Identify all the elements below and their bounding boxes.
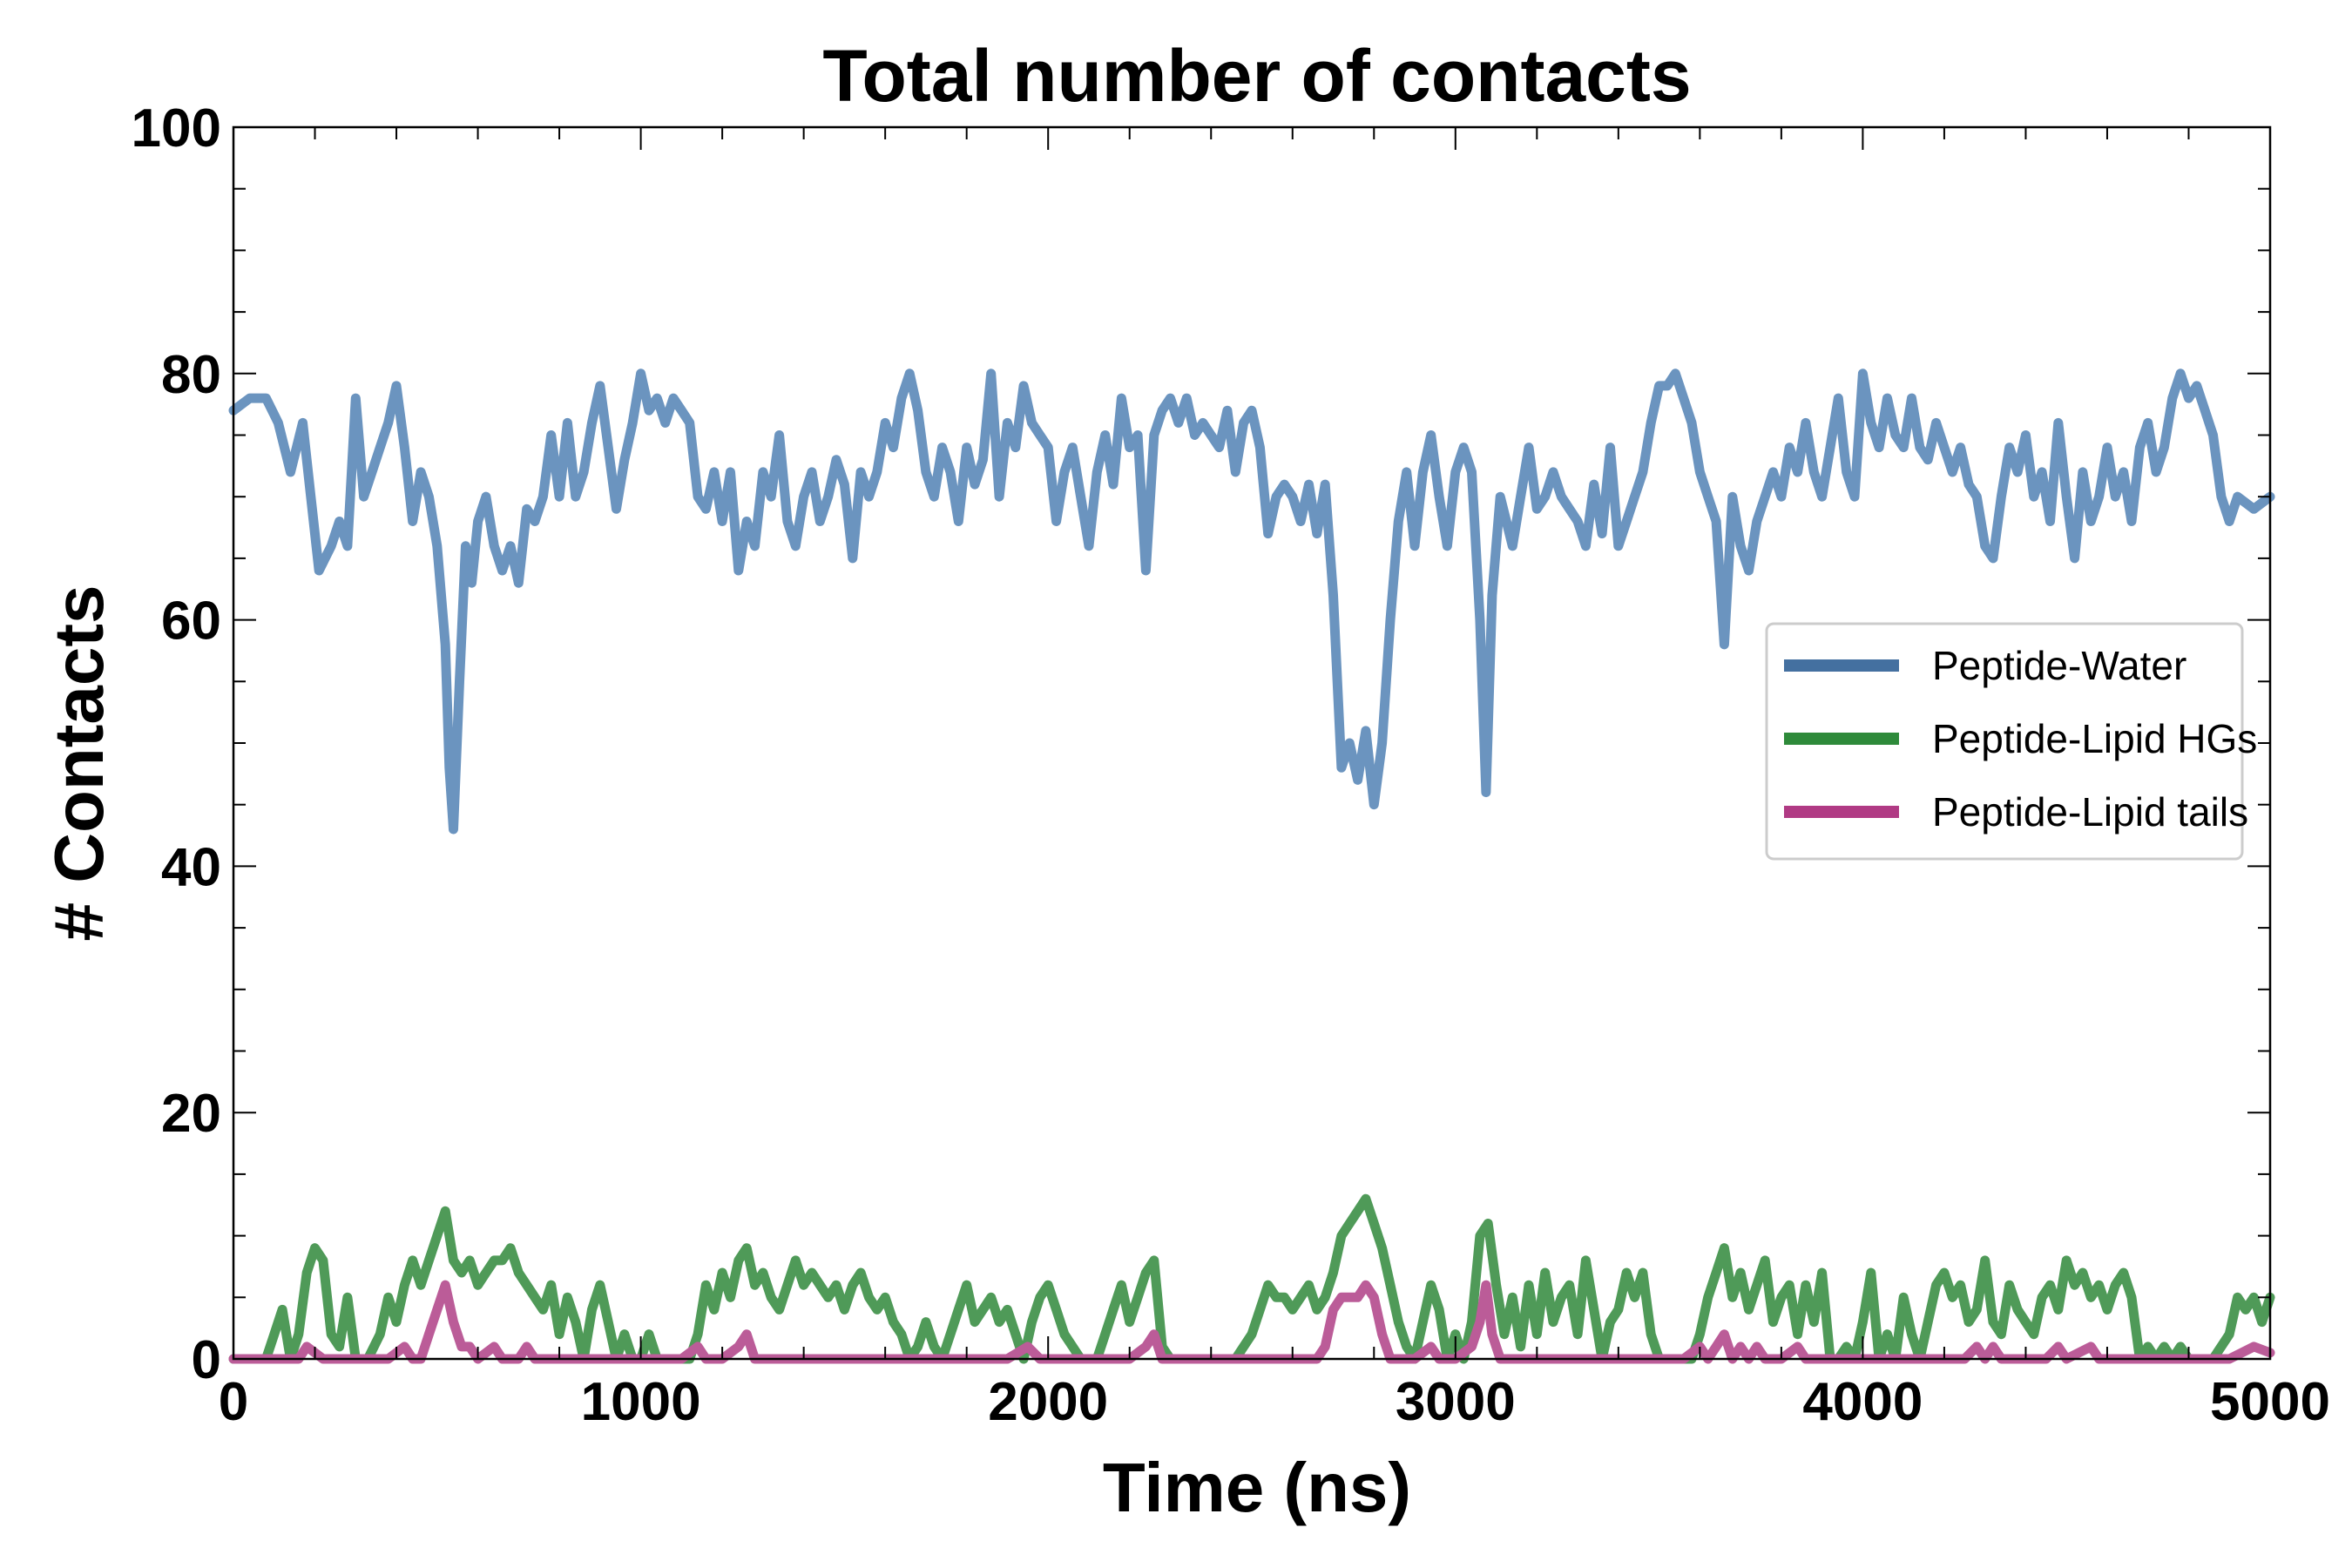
y-tick-label: 0 <box>192 1330 221 1390</box>
plot-area <box>228 368 2275 1364</box>
series-line-peptide-lipid-hgs <box>228 1193 2275 1364</box>
y-tick-label: 40 <box>161 837 221 897</box>
x-tick-label: 3000 <box>1396 1372 1516 1432</box>
x-tick-label: 2000 <box>988 1372 1108 1432</box>
y-tick-label: 100 <box>132 98 221 159</box>
x-tick-label: 5000 <box>2210 1372 2330 1432</box>
legend-label: Peptide-Water <box>1932 643 2186 688</box>
y-tick-label: 20 <box>161 1084 221 1144</box>
x-axis-label: Time (ns) <box>1103 1449 1411 1526</box>
legend-label: Peptide-Lipid HGs <box>1932 716 2257 761</box>
y-tick-label: 80 <box>161 345 221 405</box>
y-tick-label: 60 <box>161 591 221 652</box>
legend: Peptide-Water Peptide-Lipid HGs Peptide-Li… <box>1765 622 2257 861</box>
legend-label: Peptide-Lipid tails <box>1932 789 2248 835</box>
x-tick-label: 0 <box>219 1372 248 1432</box>
x-tick-label: 1000 <box>581 1372 701 1432</box>
y-axis-label: # Contacts <box>40 585 118 942</box>
x-tick-label: 4000 <box>1802 1372 1923 1432</box>
axis-ticks: 0 1000 2000 3000 4000 5000 0 20 40 60 80 100 <box>132 98 2330 1432</box>
legend-box <box>1765 622 2244 861</box>
chart-title: Total number of contacts <box>822 35 1691 117</box>
series-line-peptide-water <box>228 368 2275 835</box>
